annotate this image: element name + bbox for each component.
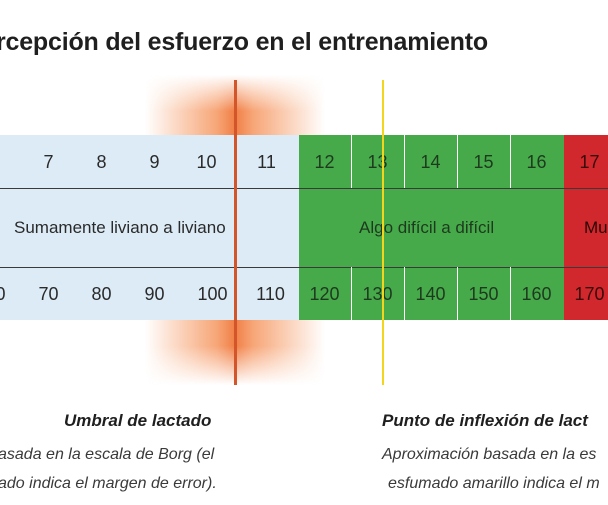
zone-label-hard: Mu <box>584 218 608 237</box>
borg-value: 7 <box>43 152 54 172</box>
zone-label-moderate: Algo difícil a difícil <box>359 218 495 237</box>
inflection-caption-line2: esfumado amarillo indica el m <box>388 475 600 492</box>
zone-label-light: Sumamente liviano a liviano <box>14 218 226 237</box>
borg-value: 14 <box>420 152 441 172</box>
lactate-threshold-line <box>234 80 237 385</box>
heart-rate-value: 150 <box>468 284 499 304</box>
borg-value: 15 <box>473 152 494 172</box>
heart-rate-value: 120 <box>309 284 340 304</box>
zone-hard <box>564 135 608 320</box>
borg-value: 16 <box>526 152 547 172</box>
inflection-caption-line1: Aproximación basada en la es <box>382 446 597 463</box>
zone-light <box>0 135 299 320</box>
borg-value: 17 <box>579 152 600 172</box>
heart-rate-value: 90 <box>144 284 165 304</box>
lactate-heading: Umbral de lactado <box>64 411 212 430</box>
cell-divider <box>457 135 458 188</box>
inflection-point-line <box>382 80 384 385</box>
chart-title: rcepción del esfuerzo en el entrenamient… <box>0 28 488 56</box>
cell-divider <box>351 135 352 188</box>
heart-rate-value: 80 <box>91 284 112 304</box>
heart-rate-value: 70 <box>38 284 59 304</box>
cell-divider <box>351 267 352 320</box>
cell-divider <box>510 267 511 320</box>
borg-value: 9 <box>149 152 160 172</box>
row-divider <box>0 188 608 189</box>
lactate-caption-line1: asada en la escala de Borg (el <box>0 446 215 463</box>
heart-rate-value: 0 <box>0 284 6 304</box>
heart-rate-value: 110 <box>256 284 285 304</box>
borg-value: 11 <box>257 152 276 172</box>
inflection-heading: Punto de inflexión de lact <box>382 411 588 430</box>
lactate-caption-line2: ado indica el margen de error). <box>0 475 217 492</box>
borg-value: 10 <box>196 152 217 172</box>
heart-rate-value: 100 <box>197 284 228 304</box>
heart-rate-value: 140 <box>415 284 446 304</box>
cell-divider <box>404 135 405 188</box>
heart-rate-value: 170 <box>574 284 605 304</box>
borg-value: 12 <box>314 152 335 172</box>
heart-rate-value: 130 <box>362 284 393 304</box>
borg-value: 8 <box>96 152 107 172</box>
cell-divider <box>510 135 511 188</box>
zone-moderate <box>299 135 564 320</box>
borg-value: 13 <box>367 152 388 172</box>
cell-divider <box>404 267 405 320</box>
heart-rate-value: 160 <box>521 284 552 304</box>
row-divider <box>0 267 608 268</box>
cell-divider <box>457 267 458 320</box>
